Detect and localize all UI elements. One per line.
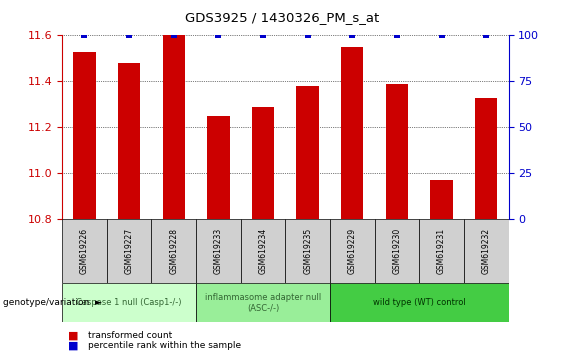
FancyBboxPatch shape bbox=[196, 219, 241, 283]
Text: GSM619229: GSM619229 bbox=[348, 228, 357, 274]
Bar bbox=[163, 35, 185, 219]
Text: inflammasome adapter null
(ASC-/-): inflammasome adapter null (ASC-/-) bbox=[205, 293, 321, 313]
FancyBboxPatch shape bbox=[464, 219, 508, 283]
FancyBboxPatch shape bbox=[62, 219, 107, 283]
Text: GSM619233: GSM619233 bbox=[214, 228, 223, 274]
Text: GSM619234: GSM619234 bbox=[259, 228, 267, 274]
FancyBboxPatch shape bbox=[241, 219, 285, 283]
Bar bbox=[207, 116, 229, 219]
Bar bbox=[431, 180, 453, 219]
Text: GSM619231: GSM619231 bbox=[437, 228, 446, 274]
Text: GSM619235: GSM619235 bbox=[303, 228, 312, 274]
Bar bbox=[341, 47, 363, 219]
FancyBboxPatch shape bbox=[419, 219, 464, 283]
FancyBboxPatch shape bbox=[151, 219, 196, 283]
FancyBboxPatch shape bbox=[375, 219, 419, 283]
Text: wild type (WT) control: wild type (WT) control bbox=[373, 298, 466, 307]
Text: transformed count: transformed count bbox=[88, 331, 172, 340]
Bar bbox=[386, 84, 408, 219]
Bar bbox=[252, 107, 274, 219]
FancyBboxPatch shape bbox=[330, 219, 375, 283]
Text: GSM619226: GSM619226 bbox=[80, 228, 89, 274]
Bar bbox=[475, 97, 497, 219]
Text: ■: ■ bbox=[68, 331, 79, 341]
Text: GSM619228: GSM619228 bbox=[170, 228, 178, 274]
Bar bbox=[118, 63, 140, 219]
FancyBboxPatch shape bbox=[107, 219, 151, 283]
Bar bbox=[73, 52, 95, 219]
Text: GDS3925 / 1430326_PM_s_at: GDS3925 / 1430326_PM_s_at bbox=[185, 11, 380, 24]
FancyBboxPatch shape bbox=[62, 283, 196, 322]
Text: percentile rank within the sample: percentile rank within the sample bbox=[88, 341, 241, 350]
FancyBboxPatch shape bbox=[330, 283, 508, 322]
FancyBboxPatch shape bbox=[285, 219, 330, 283]
Text: GSM619232: GSM619232 bbox=[482, 228, 490, 274]
Text: ■: ■ bbox=[68, 340, 79, 350]
FancyBboxPatch shape bbox=[196, 283, 330, 322]
Text: GSM619230: GSM619230 bbox=[393, 228, 401, 274]
Bar bbox=[297, 86, 319, 219]
Text: genotype/variation  ►: genotype/variation ► bbox=[3, 298, 102, 307]
Text: Caspase 1 null (Casp1-/-): Caspase 1 null (Casp1-/-) bbox=[76, 298, 182, 307]
Text: GSM619227: GSM619227 bbox=[125, 228, 133, 274]
